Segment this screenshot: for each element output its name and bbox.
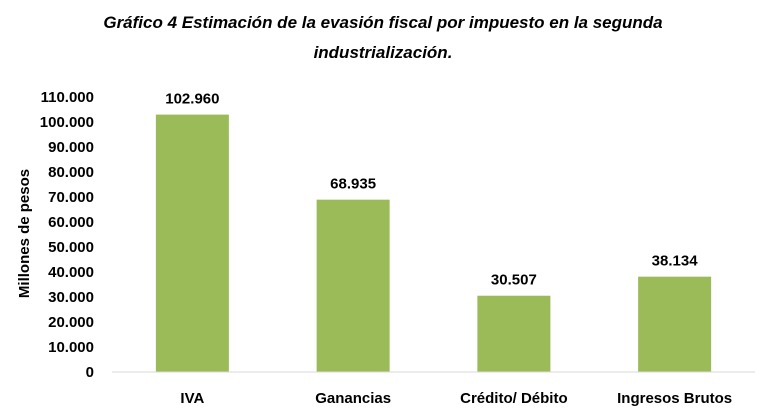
bar [316, 199, 390, 372]
bar [477, 295, 551, 372]
x-tick-label: Ingresos Brutos [617, 390, 732, 407]
chart-title: Gráfico 4 Estimación de la evasión fisca… [0, 8, 766, 68]
data-label: 30.507 [491, 272, 537, 289]
y-tick-label: 40.000 [48, 264, 94, 281]
bar [155, 114, 229, 372]
y-axis-ticks: 0 10.000 20.000 30.000 40.000 50.000 60.000 70.… [40, 89, 94, 381]
y-tick-label: 60.000 [48, 214, 94, 231]
bar [638, 276, 712, 372]
y-tick-label: 110.000 [41, 89, 94, 106]
data-label: 102.960 [165, 91, 219, 108]
chart-title-line-2: industrialización. [313, 43, 453, 62]
y-tick-label: 20.000 [48, 314, 94, 331]
bars [155, 114, 712, 372]
x-tick-label: Crédito/ Débito [460, 390, 568, 407]
y-axis-label: Millones de pesos [16, 169, 33, 298]
data-labels: 102.960 68.935 30.507 38.134 [165, 91, 698, 289]
y-tick-label: 80.000 [48, 164, 94, 181]
y-tick-label: 100.000 [40, 114, 94, 131]
x-axis-categories: IVA Ganancias Crédito/ Débito Ingresos Brut… [180, 390, 732, 407]
y-tick-label: 10.000 [48, 339, 94, 356]
y-tick-label: 90.000 [48, 139, 94, 156]
y-tick-label: 70.000 [48, 189, 94, 206]
y-tick-label: 0 [86, 364, 94, 381]
data-label: 68.935 [330, 176, 376, 193]
chart-title-line-1: Gráfico 4 Estimación de la evasión fisca… [103, 13, 663, 32]
y-tick-label: 30.000 [48, 289, 94, 306]
x-tick-label: Ganancias [315, 390, 391, 407]
y-tick-label: 50.000 [48, 239, 94, 256]
data-label: 38.134 [652, 253, 699, 270]
x-tick-label: IVA [180, 390, 204, 407]
